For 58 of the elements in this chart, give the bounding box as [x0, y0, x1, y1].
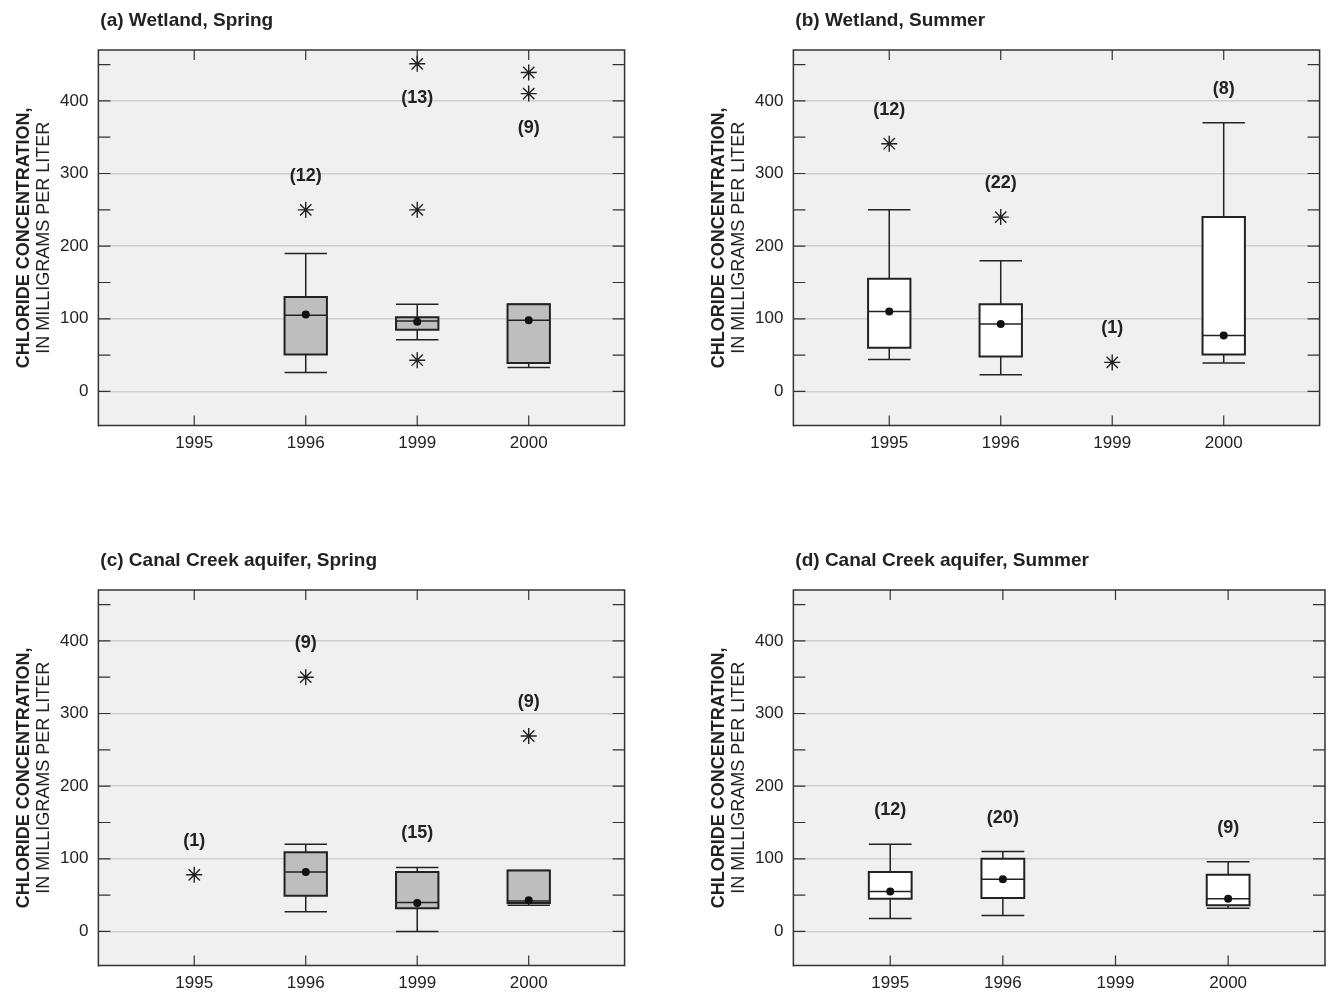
- x-tick-label: 1996: [286, 433, 325, 453]
- x-tick-label: 1999: [1096, 973, 1135, 993]
- y-axis-title: CHLORIDE CONCENTRATION, IN MILLIGRAMS PER LITER: [12, 107, 53, 369]
- text: (9): [517, 691, 540, 711]
- y-tick-label: 200: [754, 775, 784, 795]
- x-tick-label: 1996: [983, 973, 1022, 993]
- chart-title: (a) Wetland, Spring: [100, 9, 274, 30]
- x-tick-label: 1996: [286, 973, 325, 993]
- y-axis-title: CHLORIDE CONCENTRATION, IN MILLIGRAMS PER LITER: [707, 107, 748, 369]
- x-tick-label: 1995: [175, 433, 214, 453]
- y-tick-label: 400: [754, 90, 784, 110]
- text: (20): [986, 806, 1019, 827]
- y-tick-label: 0: [773, 381, 784, 401]
- x-tick-label: 1995: [871, 973, 910, 993]
- text: (15): [401, 822, 434, 843]
- y-tick-label: 300: [59, 703, 89, 723]
- y-tick-label: 0: [773, 921, 784, 941]
- x-tick-label: 2000: [509, 973, 548, 993]
- y-tick-label: 300: [59, 163, 89, 183]
- x-tick-label: 2000: [1209, 973, 1248, 993]
- y-tick-label: 200: [59, 775, 89, 795]
- y-tick-label: 300: [754, 703, 784, 723]
- y-tick-label: 400: [59, 90, 89, 110]
- y-tick-label: 200: [754, 235, 784, 255]
- text: (9): [294, 632, 317, 653]
- x-tick-label: 2000: [1204, 433, 1243, 453]
- chart-title: (c) Canal Creek aquifer, Spring: [100, 549, 377, 570]
- x-tick-label: 1999: [398, 973, 437, 993]
- chart-title: (d) Canal Creek aquifer, Summer: [795, 549, 1090, 570]
- x-tick-label: 1995: [870, 433, 909, 453]
- text: (12): [289, 164, 322, 185]
- y-tick-label: 300: [754, 163, 784, 183]
- y-tick-label: 0: [78, 381, 89, 401]
- y-axis-title: CHLORIDE CONCENTRATION, IN MILLIGRAMS PER LITER: [707, 647, 748, 909]
- y-tick-label: 400: [754, 630, 784, 650]
- y-tick-label: 200: [59, 235, 89, 255]
- text: (13): [401, 86, 434, 107]
- text: (12): [873, 98, 906, 119]
- x-tick-label: 1996: [981, 433, 1020, 453]
- y-tick-label: 100: [59, 848, 89, 868]
- text: (9): [517, 116, 540, 137]
- text: (22): [984, 172, 1017, 193]
- text: (9): [1217, 816, 1240, 837]
- y-tick-label: 400: [59, 630, 89, 650]
- text: (8): [1212, 77, 1235, 98]
- text: (12): [874, 799, 907, 820]
- x-tick-label: 1999: [398, 433, 437, 453]
- text: (1): [1101, 317, 1124, 338]
- y-tick-label: 100: [754, 308, 784, 328]
- y-tick-label: 100: [59, 308, 89, 328]
- y-tick-label: 100: [754, 848, 784, 868]
- x-tick-label: 1999: [1093, 433, 1132, 453]
- chart-title: (b) Wetland, Summer: [795, 9, 986, 30]
- x-tick-label: 1995: [175, 973, 214, 993]
- y-tick-label: 0: [78, 921, 89, 941]
- y-axis-title: CHLORIDE CONCENTRATION, IN MILLIGRAMS PER LITER: [12, 647, 53, 909]
- text: (1): [183, 829, 206, 850]
- x-tick-label: 2000: [509, 433, 548, 453]
